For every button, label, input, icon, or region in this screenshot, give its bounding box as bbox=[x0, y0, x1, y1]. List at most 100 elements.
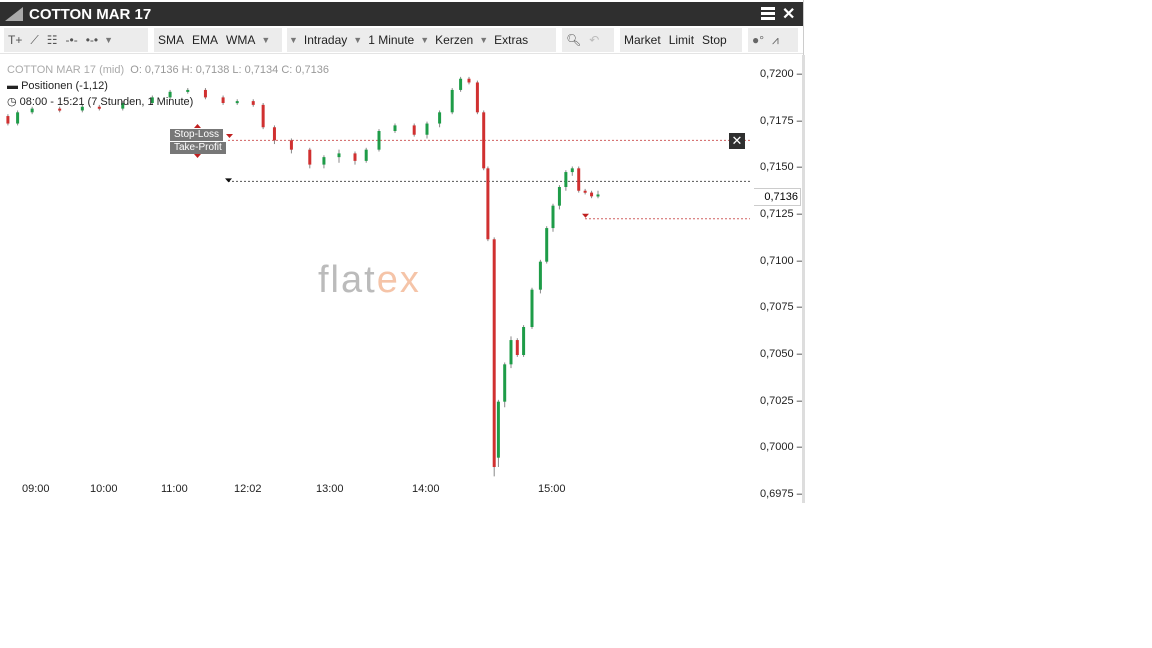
take-profit-label[interactable]: Take-Profit bbox=[170, 142, 226, 154]
watermark: flatex bbox=[318, 259, 421, 301]
candle-body bbox=[272, 127, 276, 141]
candle bbox=[522, 325, 526, 357]
candle-body bbox=[58, 108, 62, 111]
close-order-icon[interactable]: ✕ bbox=[729, 133, 745, 149]
y-tick-label: 0,7150 – bbox=[760, 161, 803, 174]
candle bbox=[438, 110, 442, 128]
x-tick-label: 12:02 bbox=[234, 483, 262, 495]
candle-body bbox=[186, 89, 190, 92]
candle bbox=[97, 104, 101, 111]
stop-loss-label[interactable]: Stop-Loss bbox=[170, 129, 224, 141]
candle-body bbox=[203, 89, 207, 98]
market-order-button[interactable]: Market bbox=[624, 33, 661, 47]
candle-body bbox=[337, 153, 341, 158]
drag-down-icon bbox=[194, 154, 201, 158]
chevron-down-icon[interactable]: ▼ bbox=[479, 35, 489, 45]
candle bbox=[337, 149, 341, 163]
candle-body bbox=[97, 106, 101, 109]
candle bbox=[492, 237, 496, 477]
chevron-down-icon[interactable]: ▼ bbox=[420, 35, 430, 45]
undo-icon[interactable]: ↶ bbox=[589, 33, 600, 47]
x-tick-label: 11:00 bbox=[161, 483, 188, 495]
stop-order-button[interactable]: Stop bbox=[702, 33, 727, 47]
candle bbox=[393, 123, 397, 133]
misc-group: ●° ⩘ bbox=[748, 28, 798, 52]
position-icon: ▬ bbox=[7, 80, 18, 92]
chart-logo-icon bbox=[5, 7, 23, 21]
drag-up-icon bbox=[194, 124, 201, 128]
candle bbox=[377, 129, 381, 152]
fibonacci-tool-icon[interactable]: ☷ bbox=[46, 33, 58, 47]
zoom-icon[interactable]: 🔍︎ bbox=[566, 33, 582, 47]
candle-body bbox=[557, 187, 561, 206]
candle bbox=[467, 76, 471, 85]
y-tick-label: 0,7000 – bbox=[760, 441, 803, 454]
candle-body bbox=[564, 172, 568, 188]
candle-body bbox=[150, 97, 154, 104]
candlestick-chart[interactable]: flatex bbox=[0, 0, 803, 503]
chevron-down-icon[interactable]: ▼ bbox=[289, 35, 298, 45]
candle bbox=[475, 80, 479, 115]
candle bbox=[322, 155, 326, 169]
candle bbox=[80, 104, 84, 113]
candle-body bbox=[486, 168, 490, 240]
sma-button[interactable]: SMA bbox=[158, 33, 185, 47]
candle bbox=[16, 110, 20, 126]
y-tick-label: 0,7100 – bbox=[760, 254, 803, 267]
candle-body bbox=[393, 125, 397, 132]
period-dropdown[interactable]: Intraday bbox=[303, 33, 348, 47]
candle bbox=[509, 336, 513, 369]
candle bbox=[58, 106, 62, 113]
close-icon[interactable]: ✕ bbox=[782, 6, 796, 23]
take-profit-marker-icon bbox=[582, 213, 589, 218]
candle-body bbox=[364, 149, 368, 161]
candle bbox=[186, 88, 190, 94]
candle-body bbox=[492, 239, 496, 468]
interval-dropdown[interactable]: 1 Minute bbox=[368, 33, 415, 47]
chevron-down-icon[interactable]: ▼ bbox=[104, 35, 114, 45]
candle-body bbox=[509, 340, 513, 365]
time-range-label: 08:00 - 15:21 (7 Stunden, 1 Minute) bbox=[19, 96, 194, 108]
candle-body bbox=[322, 157, 326, 165]
candle-body bbox=[590, 192, 594, 197]
extras-dropdown[interactable]: Extras bbox=[494, 33, 529, 47]
wave-icon[interactable]: ⩘ bbox=[772, 32, 779, 47]
candle-body bbox=[467, 78, 471, 83]
candle bbox=[530, 287, 534, 329]
limit-order-button[interactable]: Limit bbox=[668, 33, 695, 47]
y-tick-label: 0,7025 – bbox=[760, 394, 803, 407]
wma-button[interactable]: WMA bbox=[226, 33, 256, 47]
horizontal-line-icon[interactable]: -•- bbox=[65, 33, 78, 47]
candle-body bbox=[515, 340, 519, 356]
candle-body bbox=[6, 116, 10, 124]
chevron-down-icon[interactable]: ▼ bbox=[261, 35, 271, 45]
candle bbox=[596, 190, 600, 199]
zoom-group: 🔍︎ ↶ bbox=[562, 28, 614, 52]
candle bbox=[482, 110, 486, 171]
candle-body bbox=[251, 101, 255, 105]
candle-body bbox=[522, 327, 526, 356]
scrollbar[interactable] bbox=[802, 55, 805, 503]
candle bbox=[203, 88, 207, 100]
bubbles-icon[interactable]: ●° bbox=[752, 33, 765, 47]
candle bbox=[251, 99, 255, 107]
ema-button[interactable]: EMA bbox=[192, 33, 219, 47]
x-tick-label: 14:00 bbox=[412, 483, 440, 495]
channel-icon[interactable]: •-• bbox=[85, 33, 99, 47]
chart-type-dropdown[interactable]: Kerzen bbox=[435, 33, 474, 47]
indicator-group: SMA EMA WMA ▼ bbox=[154, 28, 282, 52]
y-tick-label: 0,7075 – bbox=[760, 301, 803, 314]
candle bbox=[545, 226, 549, 264]
candle bbox=[235, 99, 239, 105]
chevron-down-icon[interactable]: ▼ bbox=[353, 35, 363, 45]
line-tool-icon[interactable]: ⟋ bbox=[30, 32, 39, 47]
candle bbox=[261, 103, 265, 130]
candle-body bbox=[412, 125, 416, 135]
candle-body bbox=[221, 97, 225, 104]
hamburger-icon[interactable] bbox=[761, 7, 775, 20]
text-tool-icon[interactable]: T+ bbox=[8, 33, 23, 47]
candle bbox=[412, 123, 416, 137]
candle-body bbox=[235, 101, 239, 104]
candle-body bbox=[475, 82, 479, 113]
y-tick-label: 0,7125 – bbox=[760, 208, 803, 220]
